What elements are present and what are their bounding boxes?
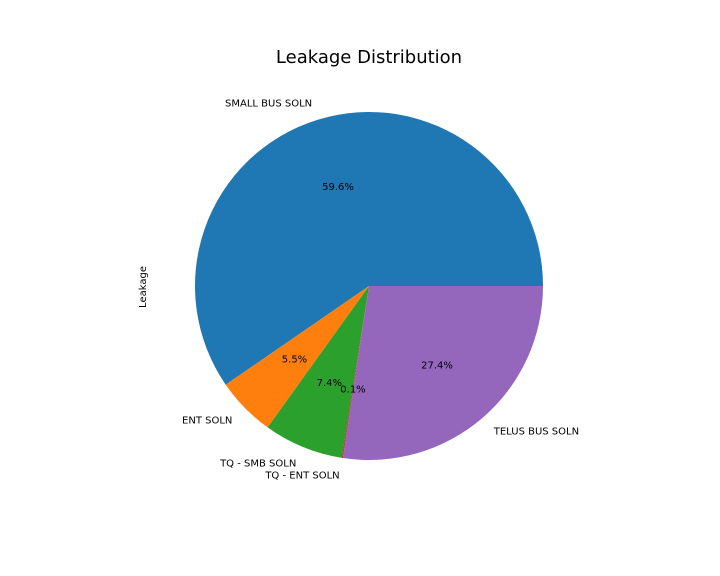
pie-slice-1 <box>225 286 369 428</box>
pie-slice-2 <box>267 286 369 458</box>
pie-percent-label-0: 59.6% <box>322 182 354 193</box>
pie-slice-0 <box>194 112 543 385</box>
pie-percent-label-1: 5.5% <box>282 355 307 366</box>
pie-percent-label-2: 7.4% <box>317 378 342 389</box>
pie-category-label-0: SMALL BUS SOLN <box>225 99 312 110</box>
chart-title: Leakage Distribution <box>276 47 462 68</box>
pie-slices <box>194 112 543 460</box>
pie-percent-label-4: 27.4% <box>421 361 453 372</box>
pie-labels: 59.6% SMALL BUS SOLN 5.5% ENT SOLN 7.4% TQ - … <box>182 99 579 482</box>
pie-slice-3 <box>341 286 369 459</box>
pie-category-label-1: ENT SOLN <box>182 416 232 427</box>
pie-category-label-4: TELUS BUS SOLN <box>493 427 579 438</box>
pie-category-label-2: TQ - SMB SOLN <box>219 459 296 470</box>
pie-percent-label-3: 0.1% <box>340 385 365 396</box>
pie-slice-4 <box>342 286 543 460</box>
y-axis-label: Leakage <box>138 266 149 308</box>
pie-category-label-3: TQ - ENT SOLN <box>264 471 339 482</box>
